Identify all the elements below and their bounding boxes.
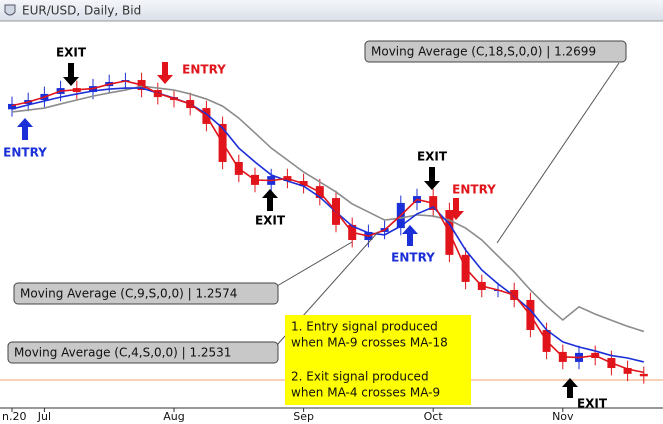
x-tick-label: Nov <box>552 410 574 423</box>
note-box <box>285 315 471 405</box>
candle-body <box>623 368 632 374</box>
ma-label-box <box>7 341 279 364</box>
annotation-arrow <box>424 167 440 190</box>
chart-title: EUR/USD, Daily, Bid <box>22 4 141 18</box>
title-bar <box>0 0 663 21</box>
annotation-text: ENTRY <box>3 146 47 160</box>
annotation-text: ENTRY <box>182 63 226 77</box>
annotation-arrow <box>448 198 464 220</box>
annotation-text: EXIT <box>577 397 608 411</box>
window-icon <box>4 4 16 16</box>
x-tick-label: Oct <box>424 410 444 423</box>
note-line: 1. Entry signal produced <box>291 320 438 334</box>
ma-line <box>11 87 644 363</box>
annotation-arrow <box>262 189 278 211</box>
x-tick-label: Sep <box>293 410 314 423</box>
ma-label: Moving Average (C,4,S,0,0) | 1.2531 <box>14 346 231 360</box>
x-tick-label: Aug <box>163 410 184 423</box>
ma-labels: Moving Average (C,18,S,0,0) | 1.2699 Movi… <box>7 40 627 364</box>
note-line: when MA-9 crosses MA-18 <box>291 336 448 350</box>
ma-label-box <box>13 282 279 305</box>
annotation-arrow <box>157 62 173 84</box>
callout-line <box>276 241 353 287</box>
annotation-text: EXIT <box>255 214 286 228</box>
annotation-text: ENTRY <box>452 183 496 197</box>
annotation-arrow <box>402 225 418 246</box>
ma-line <box>11 80 644 374</box>
candle-body <box>639 373 648 377</box>
note-line: 2. Exit signal produced <box>291 370 429 384</box>
x-tick-label: n.20 <box>2 410 26 423</box>
annotation-arrow <box>17 118 33 140</box>
annotation-text: ENTRY <box>391 251 435 265</box>
ma-label-box <box>364 40 627 63</box>
annotation-text: EXIT <box>56 46 87 60</box>
note-line: when MA-4 crosses MA-9 <box>291 386 440 400</box>
annotation-text: EXIT <box>417 150 448 164</box>
callout-line <box>496 62 620 244</box>
x-tick-label: Jul <box>37 410 51 423</box>
candle-body <box>8 103 16 110</box>
annotation-arrow <box>63 63 79 86</box>
ma-label: Moving Average (C,18,S,0,0) | 1.2699 <box>371 45 596 59</box>
ma-label: Moving Average (C,9,S,0,0) | 1.2574 <box>20 287 237 301</box>
plot <box>0 72 663 384</box>
ma-line <box>11 85 645 333</box>
annotation-arrow <box>562 378 578 398</box>
